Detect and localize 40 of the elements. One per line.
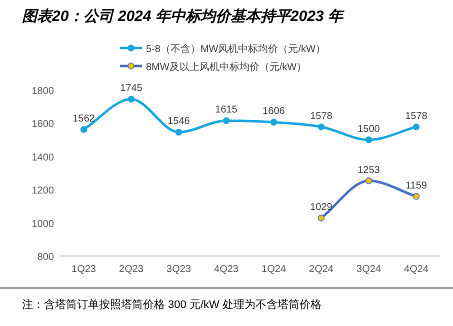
point (318, 123, 325, 130)
data-label: 1578 (310, 110, 333, 122)
point (412, 193, 420, 200)
point (365, 136, 372, 144)
x-tick-label: 4Q23 (214, 264, 239, 275)
x-tick-label: 4Q24 (404, 264, 429, 275)
y-tick-label: 800 (37, 252, 54, 263)
y-tick-label: 1000 (32, 218, 54, 230)
y-tick-label: 1800 (32, 86, 54, 97)
x-tick-label: 3Q23 (166, 264, 192, 275)
x-tick-label: 1Q24 (262, 264, 286, 275)
x-tick-label: 1Q23 (72, 264, 96, 275)
x-tick-label: 3Q24 (356, 264, 382, 275)
data-label: 1546 (168, 116, 190, 128)
title: 图表20：公司 2024 年中标均价基本持平2023 年 (22, 8, 343, 25)
legend-label: 8MW及以上风机中标均价（元/kW） (146, 61, 307, 73)
y-tick-label: 1400 (32, 152, 54, 164)
text: 注：含塔筒订单按照塔筒价格 300 元/kW 处理为不含塔筒价格 (22, 298, 322, 311)
point (175, 128, 182, 136)
data-label: 1029 (310, 202, 333, 213)
point (270, 118, 278, 126)
point (412, 123, 420, 130)
point (365, 177, 372, 184)
data-label: 1500 (358, 124, 380, 135)
point (128, 96, 135, 103)
y-tick-label: 1600 (32, 119, 54, 130)
x-tick-label: 2Q24 (309, 264, 334, 275)
data-label: 1159 (405, 180, 428, 192)
data-label: 1615 (215, 104, 238, 116)
data-label: 1253 (358, 164, 380, 176)
point (318, 214, 325, 222)
point (80, 126, 88, 133)
point (222, 117, 230, 124)
legend-label: 5-8（不含）MW风机中标均价（元/kW） (146, 43, 326, 55)
data-label: 1745 (120, 83, 143, 94)
data-label: 1578 (405, 110, 428, 122)
data-label: 1606 (262, 106, 286, 118)
x-tick-label: 2Q23 (119, 264, 144, 275)
data-label: 1562 (72, 114, 96, 125)
y-tick-label: 1200 (32, 186, 54, 197)
